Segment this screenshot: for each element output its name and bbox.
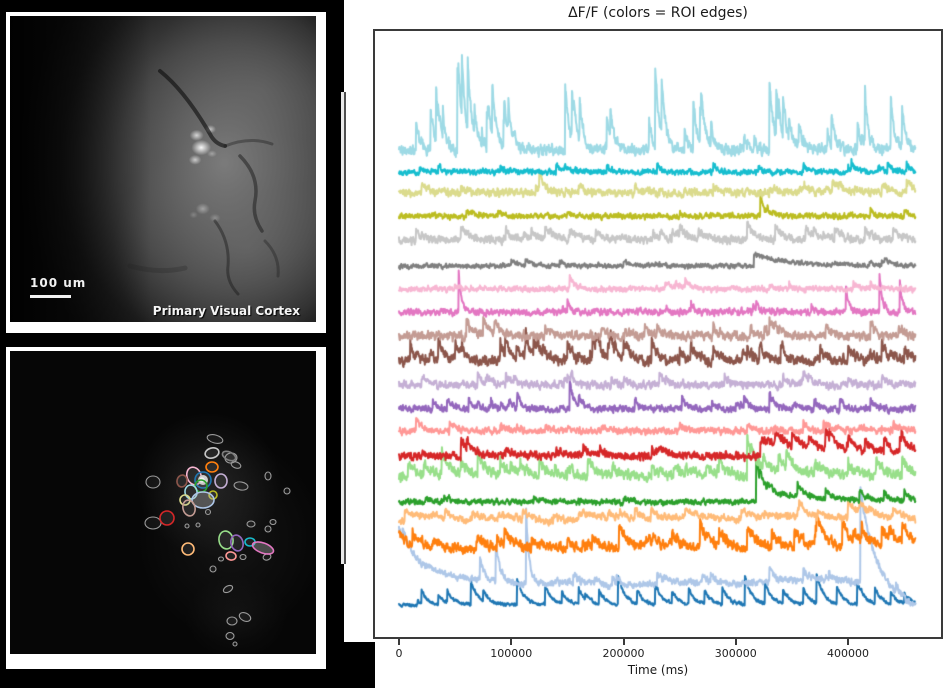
roi-outline-gray [206,434,224,444]
roi-outline-gray [145,475,161,489]
roi-outline-gray [184,523,190,529]
roi-map-panel [6,347,326,669]
roi-outline-gray [246,520,256,528]
roi-outline-gray [209,565,217,573]
roi-outline-gray [226,616,238,626]
dff-traces-canvas [375,31,941,637]
x-tick-label: 100000 [490,647,533,660]
x-tick [510,639,513,645]
roi-outline-gray [144,516,162,530]
roi-outline-gray [225,631,235,641]
x-tick [847,639,849,645]
x-tick-label: 300000 [714,647,757,660]
roi-outline-gray [264,471,272,481]
roi-outline-colored [251,541,275,555]
roi-outline-gray [232,641,238,647]
x-tick-label: 200000 [602,647,645,660]
plot-title: ΔF/F (colors = ROI edges) [568,5,748,21]
roi-outline-colored [205,461,219,473]
roi-outline-colored [159,510,175,526]
roi-outline-gray [269,518,277,526]
roi-outline-colored [208,490,218,500]
figure-background-strip [375,642,951,688]
x-tick [398,639,400,645]
roi-outline-gray [222,584,234,594]
roi-map-image [10,351,316,654]
microscopy-panel: 100 um Primary Visual Cortex [6,12,326,333]
roi-outline-colored [230,534,244,552]
roi-outline-colored [218,530,234,550]
roi-outline-gray [239,553,247,561]
roi-outline-gray [230,461,242,469]
x-tick-label: 400000 [827,647,869,660]
roi-outline-gray [204,508,212,516]
scale-bar-label: 100 um [30,276,87,290]
roi-outline-gray [195,522,201,528]
panel-scrollbar[interactable] [341,92,346,564]
roi-outline-colored [182,499,196,517]
blood-vessels-overlay [127,69,280,296]
roi-outline-colored [176,474,188,488]
roi-outline-gray [233,481,249,491]
scale-bar [30,295,71,298]
roi-outline-colored [191,491,215,509]
microscopy-image: 100 um Primary Visual Cortex [10,16,316,322]
x-tick-label: 0 [395,647,403,660]
roi-outline-colored [181,542,195,556]
roi-outline-gray [283,487,291,495]
roi-outline-colored [221,450,237,462]
region-label: Primary Visual Cortex [152,304,300,318]
x-axis-label: Time (ms) [627,663,689,677]
roi-outline-colored [225,551,237,561]
roi-outline-gray [264,525,272,533]
x-tick [734,639,737,645]
roi-outline-colored [204,447,220,459]
roi-outline-gray [217,556,225,562]
roi-outline-gray [238,612,252,622]
x-tick [622,639,625,645]
roi-outlines [144,434,291,647]
roi-outline-colored [214,473,228,489]
